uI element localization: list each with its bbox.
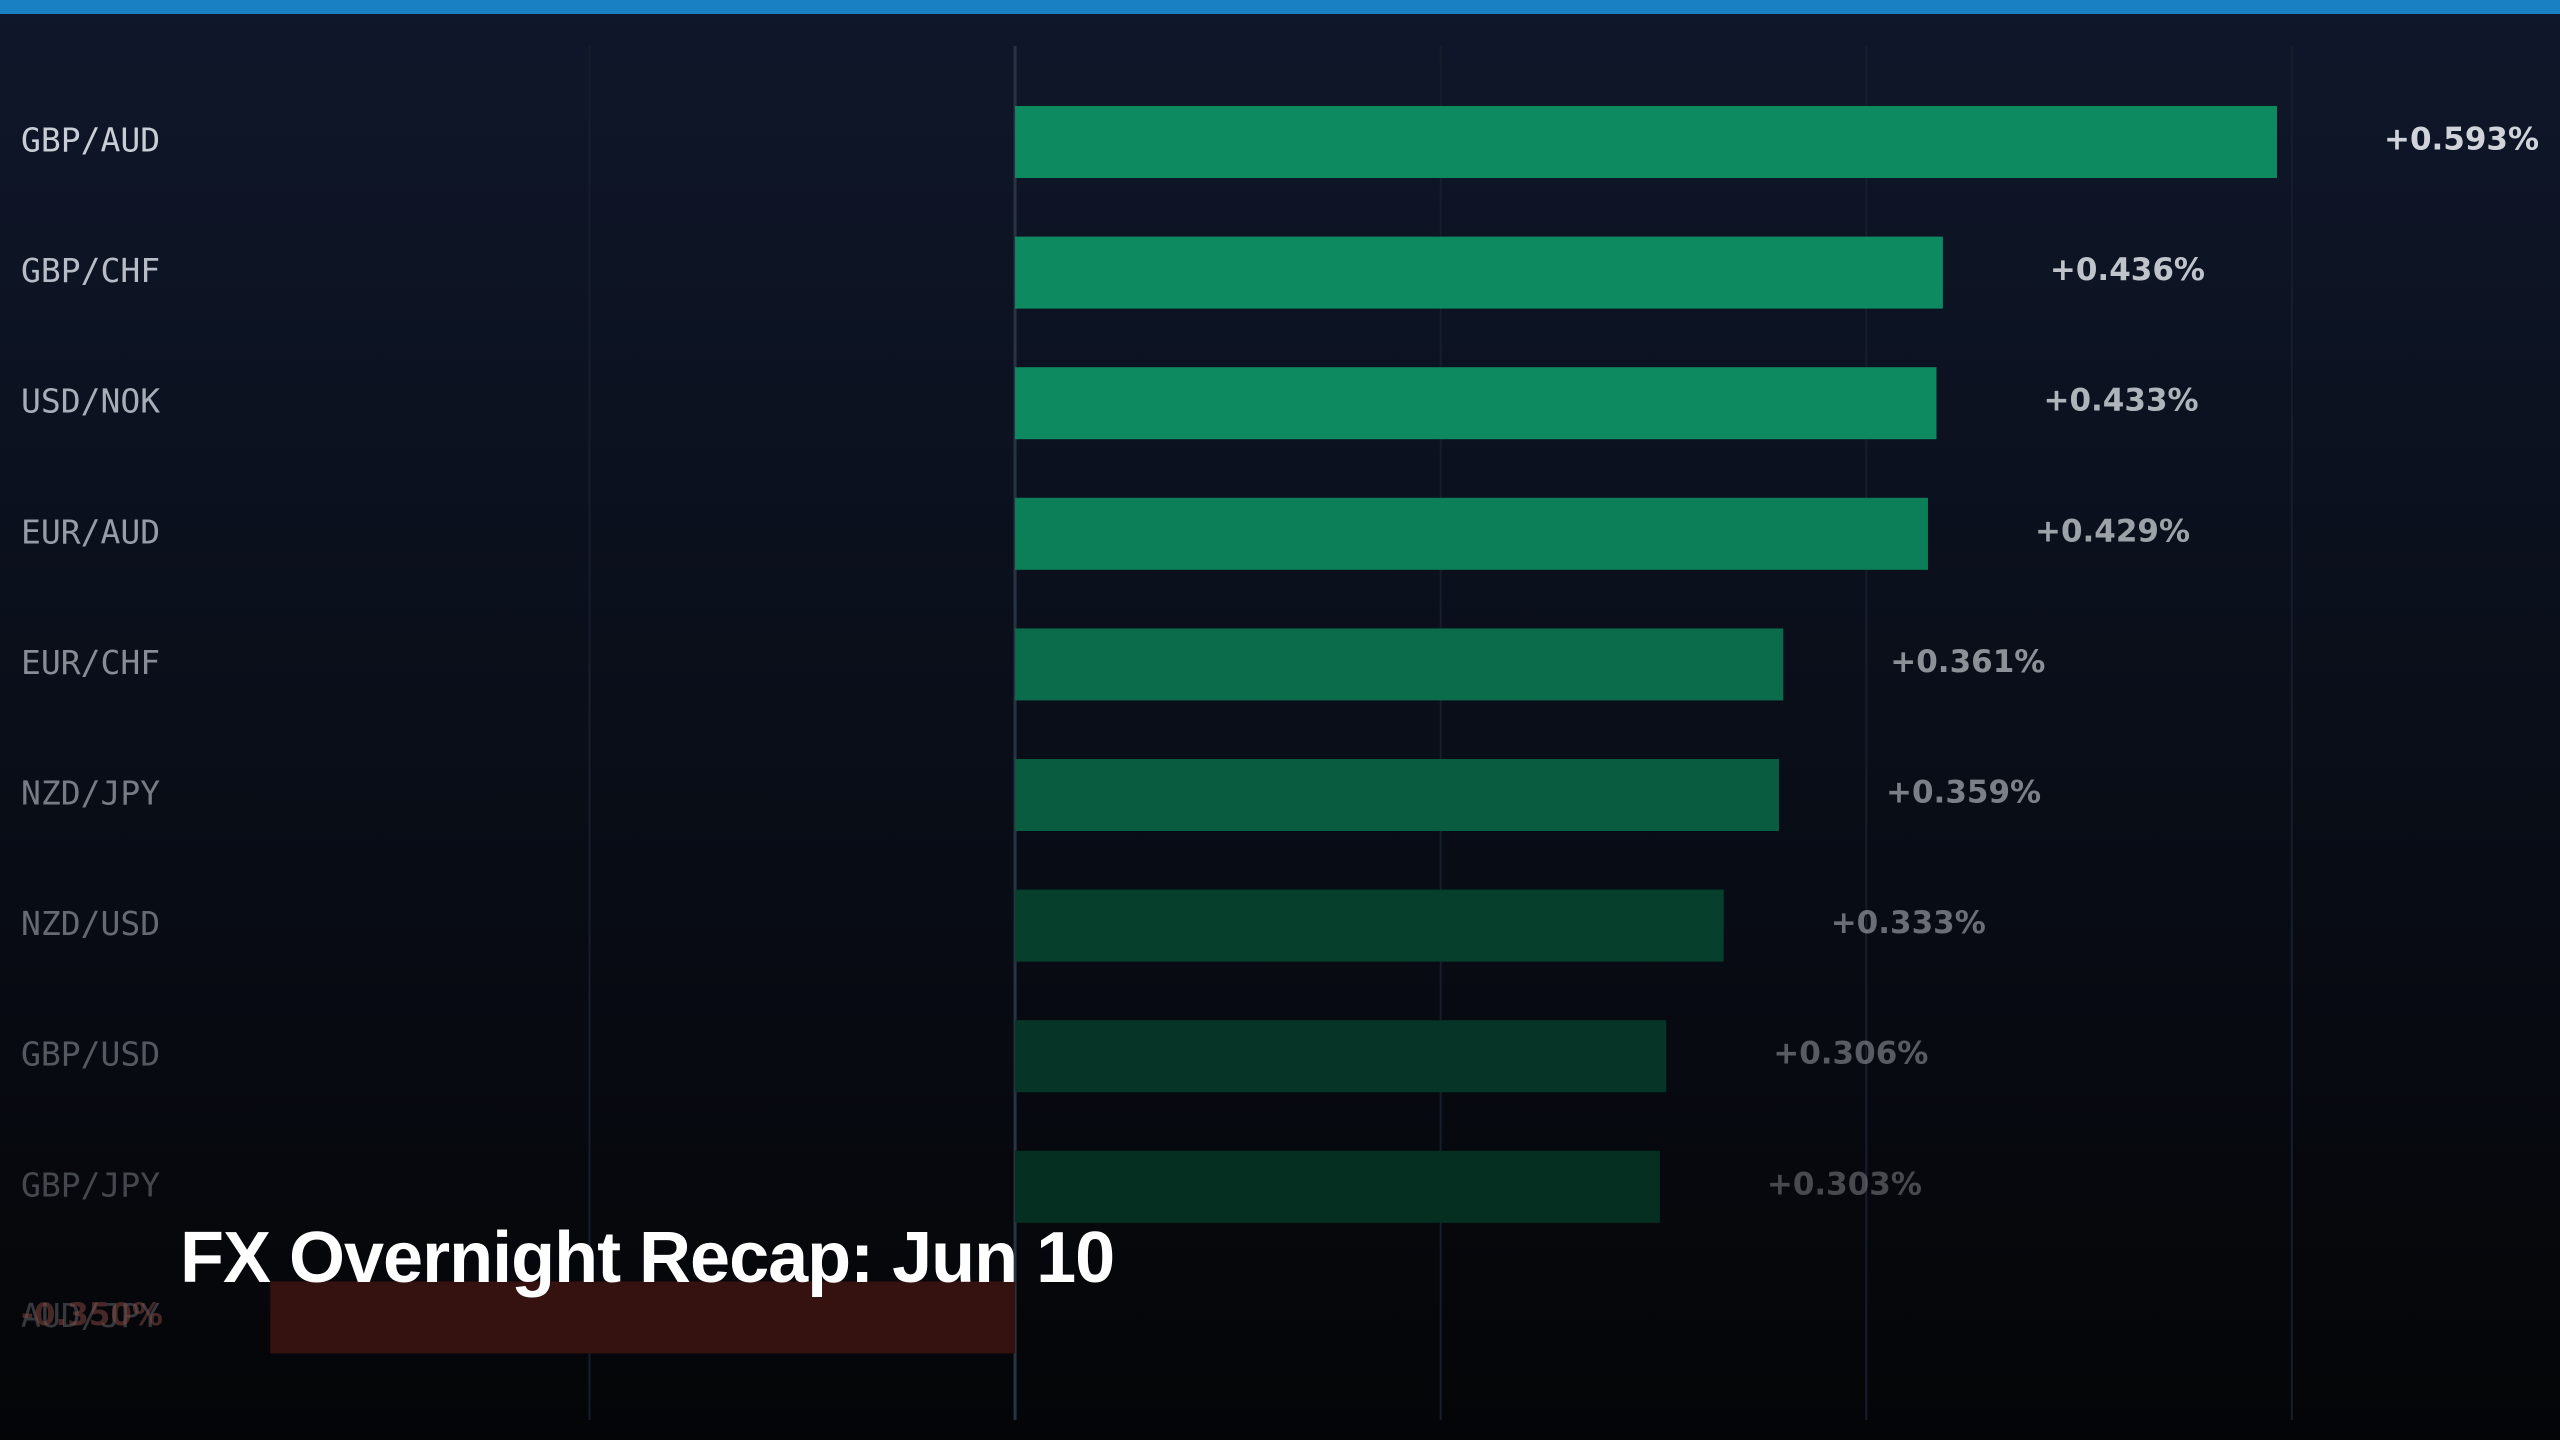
value-label: +0.333% [1831, 905, 1986, 941]
bar [1015, 497, 1928, 570]
bar [270, 1281, 1016, 1354]
value-label: +0.303% [1767, 1166, 1922, 1202]
chart-title: FX Overnight Recap: Jun 10 [180, 1218, 1114, 1298]
value-label: -0.350% [21, 1297, 163, 1333]
category-label: USD/NOK [21, 382, 160, 421]
value-label: +0.593% [2384, 122, 2539, 158]
bar [1015, 1150, 1660, 1223]
bar [1015, 628, 1784, 701]
category-label: AUD/JPY [21, 1296, 160, 1335]
category-label: GBP/JPY [21, 1165, 160, 1204]
category-label: NZD/USD [21, 904, 160, 943]
bar [1015, 367, 1937, 440]
value-label: +0.429% [2035, 513, 2190, 549]
value-label: +0.359% [1886, 775, 2041, 811]
bar [1015, 106, 2277, 178]
bars: GBP/AUD +0.593% GBP/CHF +0.436% USD/NOK +0.43… [21, 106, 2539, 1354]
bar [1015, 236, 1943, 309]
category-label: GBP/USD [21, 1035, 160, 1074]
value-label: +0.306% [1773, 1036, 1928, 1072]
value-label: +0.433% [2043, 383, 2198, 419]
bar [1015, 759, 1780, 831]
category-label: GBP/CHF [21, 251, 160, 290]
bar [1015, 1020, 1667, 1093]
category-label: EUR/CHF [21, 643, 160, 682]
value-label: +0.361% [1890, 644, 2045, 680]
top-accent-bar [0, 0, 2560, 14]
value-label: +0.436% [2050, 252, 2205, 288]
category-label: EUR/AUD [21, 512, 160, 551]
bar [1015, 889, 1724, 962]
category-label: NZD/JPY [21, 774, 160, 813]
category-label: GBP/AUD [21, 121, 160, 160]
